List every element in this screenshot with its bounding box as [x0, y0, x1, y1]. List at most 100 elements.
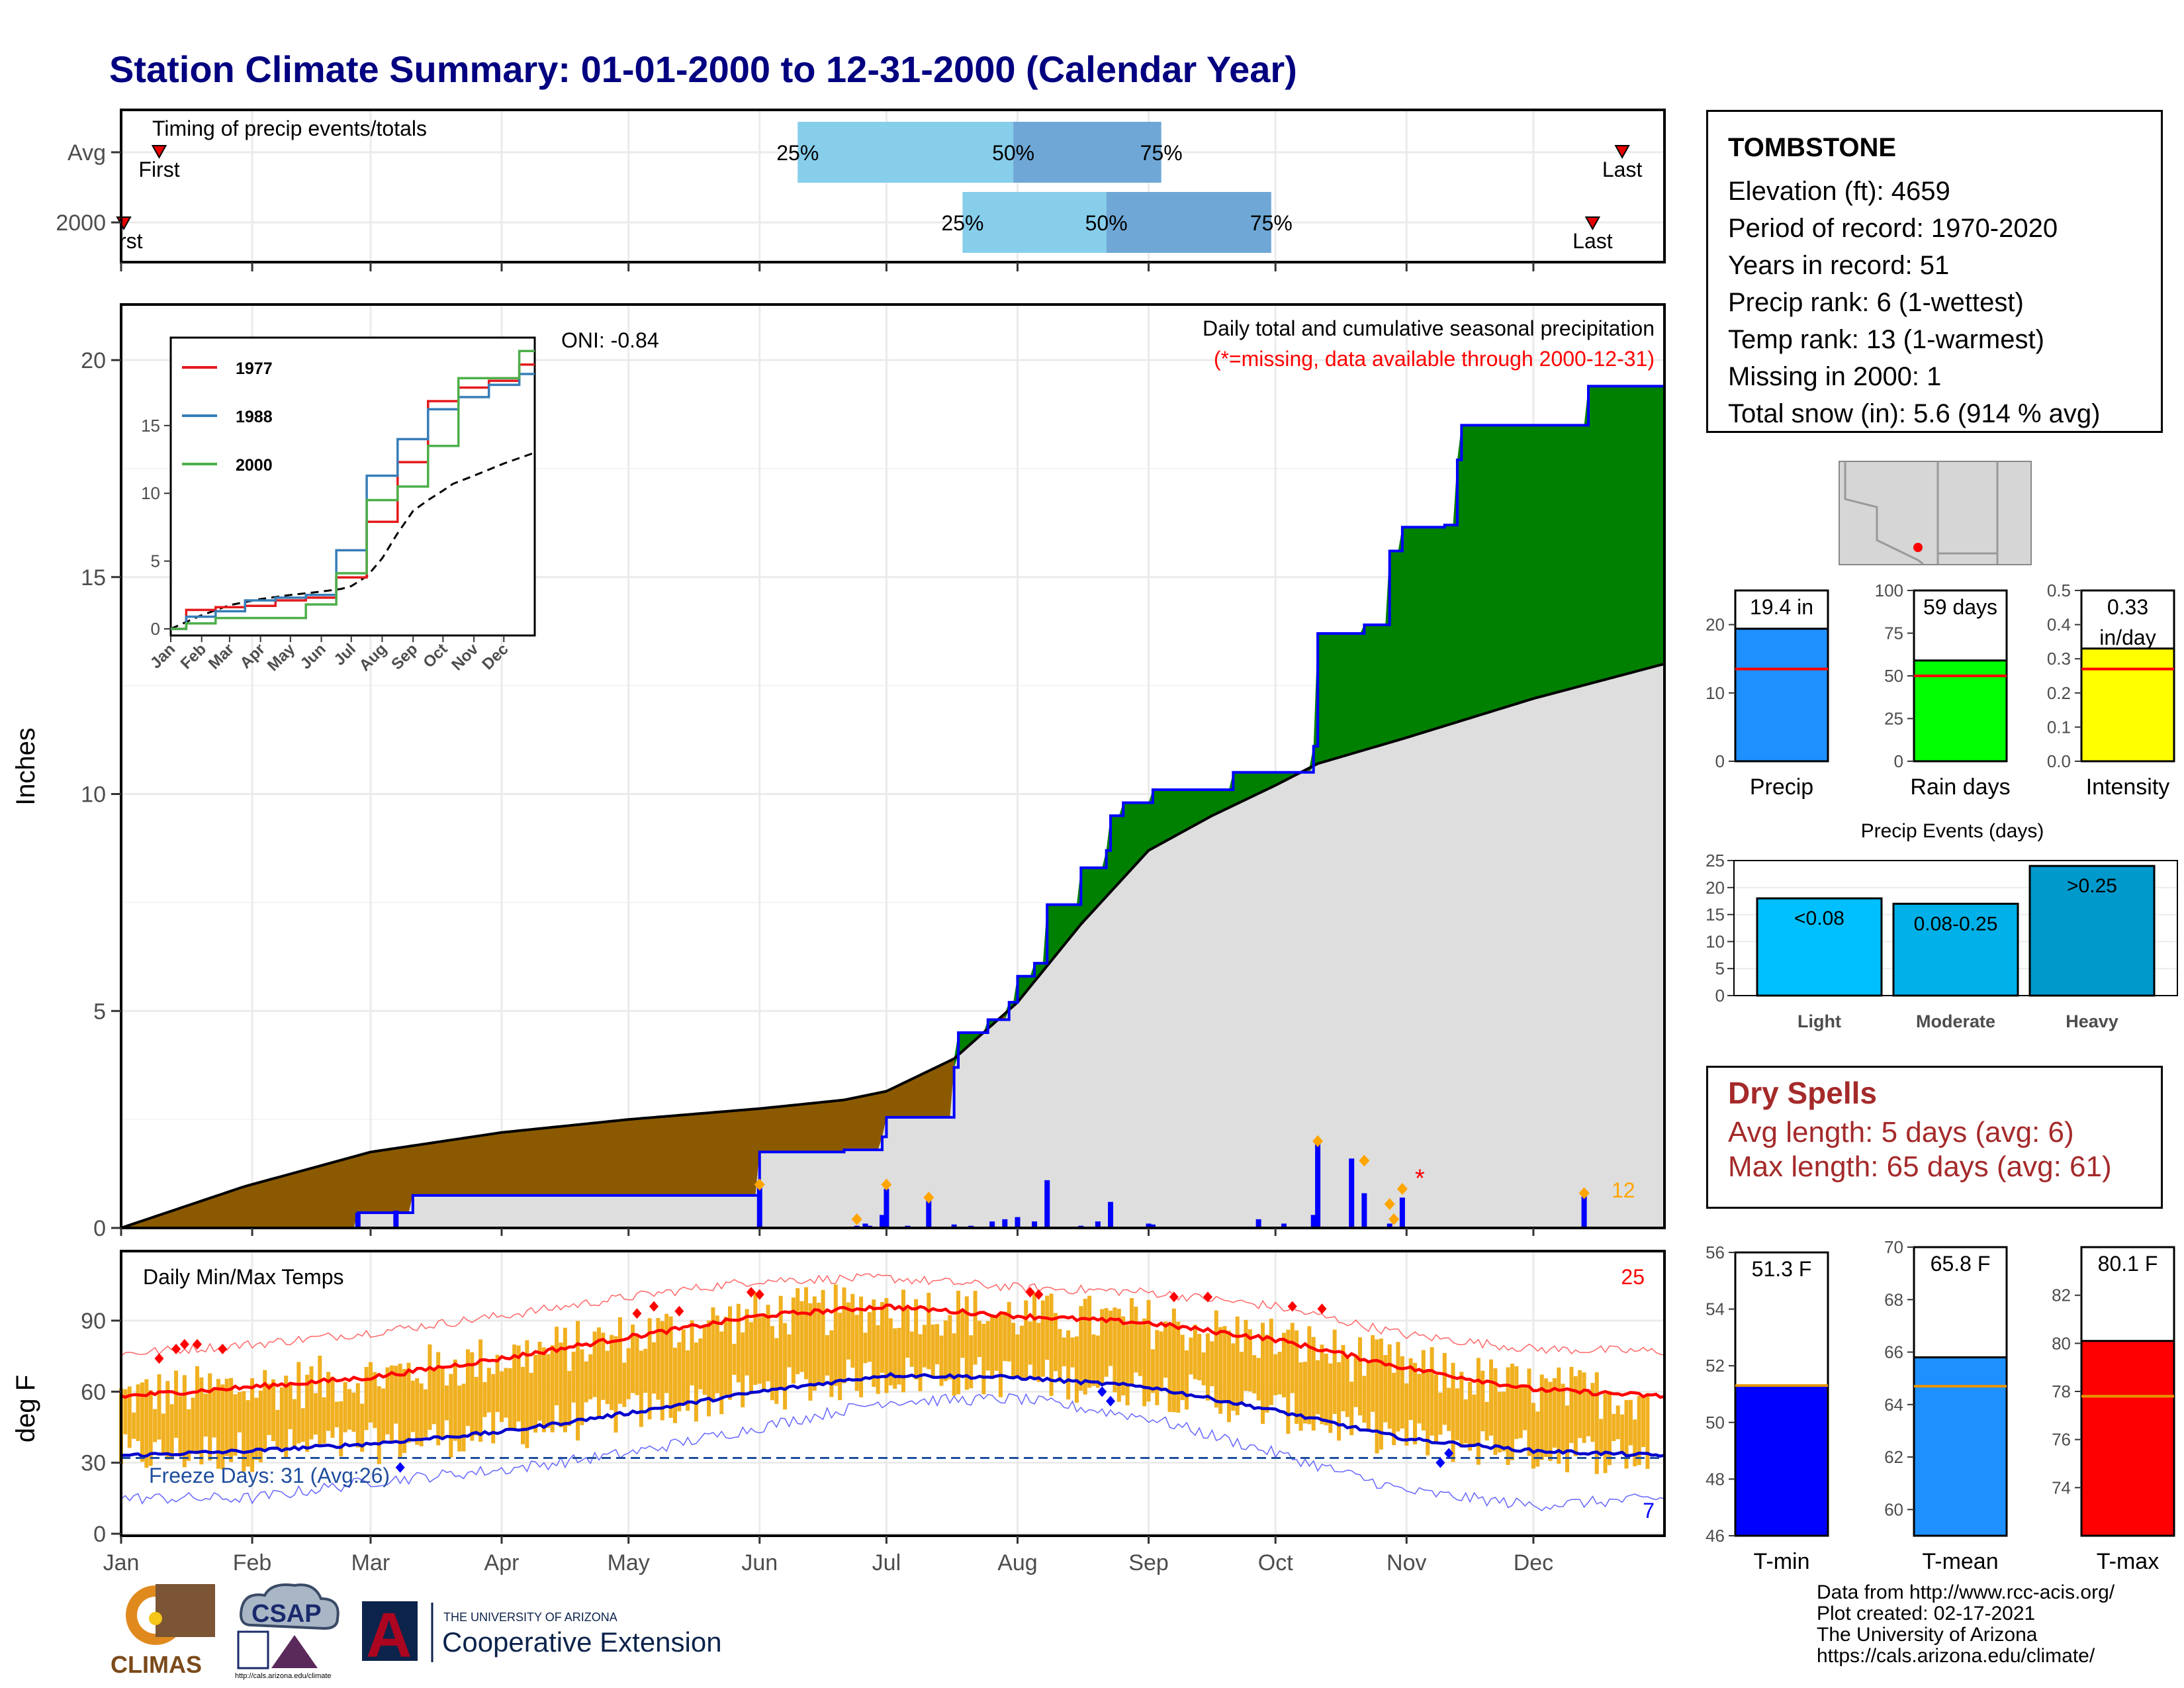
inset-series-line [171, 363, 535, 630]
daily-temp-bar [952, 1333, 956, 1396]
tmean-summary-bar [1913, 1356, 2008, 1537]
daily-temp-bar [863, 1333, 868, 1364]
daily-temp-bar [402, 1368, 407, 1453]
daily-temp-bar [541, 1347, 546, 1432]
events-category-label: Heavy [2066, 1011, 2118, 1031]
daily-temp-bar [990, 1314, 995, 1380]
precip-summary-value-label: 19.4 in [1750, 595, 1813, 619]
daily-temp-bar [1362, 1376, 1367, 1423]
daily-precip-bar [1002, 1219, 1008, 1228]
daily-temp-bar [482, 1382, 487, 1417]
daily-temp-bar [368, 1362, 373, 1423]
daily-temp-bar [1510, 1364, 1514, 1460]
daily-temp-bar [1155, 1330, 1160, 1405]
daily-temp-bar [1472, 1394, 1477, 1444]
heavy-precip-marker [881, 1178, 892, 1191]
station-name: TOMBSTONE [1728, 133, 1897, 162]
daily-temp-bar [1121, 1316, 1126, 1395]
events-bar-label: <0.08 [1794, 908, 1844, 929]
intensity-summary-tick-label: 0.0 [2047, 751, 2071, 771]
daily-temp-bar [182, 1375, 187, 1468]
daily-temp-bar [778, 1295, 783, 1389]
daily-temp-bar [571, 1351, 576, 1403]
daily-temp-bar [132, 1412, 136, 1439]
daily-temp-bar [1489, 1359, 1494, 1436]
ua-logo-letter: A [366, 1600, 412, 1671]
daily-temp-bar [161, 1413, 165, 1456]
daily-temp-bar [601, 1333, 606, 1400]
daily-temp-bar [275, 1409, 280, 1447]
daily-temp-bar [854, 1315, 859, 1391]
daily-temp-bar [1451, 1362, 1455, 1462]
daily-temp-bar [165, 1381, 170, 1460]
daily-precip-bar [1255, 1219, 1261, 1228]
month-tick-label: Feb [233, 1550, 272, 1575]
daily-temp-bar [1341, 1344, 1345, 1411]
record-high-marker [632, 1308, 642, 1319]
daily-temp-bar [1523, 1385, 1527, 1430]
tmax-summary-axis-label: T-max [2097, 1549, 2159, 1574]
month-tick-label: Aug [997, 1550, 1038, 1575]
timing-pct-label: 75% [1250, 211, 1293, 235]
daily-temp-bar [478, 1339, 483, 1442]
ua-small-text: THE UNIVERSITY OF ARIZONA [443, 1611, 617, 1624]
month-tick-label: Jun [741, 1550, 778, 1575]
tmean-summary-value-label: 65.8 F [1931, 1252, 1991, 1276]
daily-temp-bar [288, 1384, 293, 1430]
daily-temp-bar [457, 1385, 462, 1452]
daily-temp-bar [1565, 1405, 1570, 1473]
daily-temp-bar [1641, 1395, 1646, 1448]
tmean-summary-tick-label: 60 [1884, 1499, 1903, 1519]
precip-average-cumulative-line [120, 662, 1665, 1229]
daily-temp-bar [948, 1315, 952, 1380]
daily-temp-bar [1295, 1330, 1299, 1425]
temperature-summary-bars: 51.3 F 46 48 50 52 54 56 T-min 65.8 F 60 62 64 66 68 7… [1706, 1237, 2175, 1574]
record-low-count: 7 [1643, 1499, 1655, 1523]
daily-temp-bar [576, 1321, 580, 1441]
daily-precip-bar [1310, 1215, 1316, 1228]
precip-surplus-area [1309, 386, 1664, 773]
daily-temp-bar [690, 1320, 694, 1385]
daily-temp-bar [745, 1309, 749, 1376]
daily-temp-bar [1222, 1326, 1227, 1402]
daily-temp-bar [631, 1324, 635, 1393]
daily-temp-bar [1539, 1374, 1544, 1460]
daily-temp-bar [783, 1323, 788, 1410]
record-high-marker [154, 1353, 164, 1364]
last-marker-avg [1614, 145, 1630, 160]
daily-temp-bar [1484, 1401, 1489, 1441]
timing-pct-label: 25% [941, 211, 983, 235]
timing-bar-lower [797, 122, 1014, 183]
daily-temp-bar [1100, 1309, 1105, 1385]
timing-header: Timing of precip events/totals [152, 117, 427, 140]
daily-temp-bar [1400, 1356, 1404, 1429]
events-category-label: Light [1797, 1011, 1841, 1031]
daily-temp-bar [334, 1401, 339, 1428]
daily-temp-bar [444, 1385, 449, 1421]
average-min-line [120, 1372, 1665, 1458]
daily-temp-bar [1109, 1310, 1113, 1366]
daily-temp-bar [216, 1379, 220, 1469]
daily-temp-bar [313, 1393, 318, 1435]
temp-y-axis-label: deg F [11, 1375, 40, 1442]
daily-temp-bar [605, 1350, 610, 1405]
daily-temp-bar [584, 1361, 588, 1403]
daily-temp-bar [1645, 1393, 1650, 1469]
temp-y-tick-label: 90 [81, 1309, 106, 1334]
daily-temp-bar [588, 1354, 593, 1399]
tmin-summary-tick-label: 56 [1706, 1243, 1725, 1262]
daily-temp-bar [1007, 1301, 1011, 1362]
record-min-line [120, 1393, 1665, 1511]
record-low-marker [1444, 1448, 1454, 1459]
first-label-avg: First [138, 158, 179, 181]
daily-temp-bar [1261, 1323, 1265, 1425]
daily-temp-bar [922, 1325, 927, 1368]
daily-precip-bar [1349, 1158, 1355, 1228]
events-category-label: Moderate [1916, 1011, 1995, 1031]
events-tick-label: 25 [1706, 851, 1725, 870]
daily-temp-bar [191, 1397, 195, 1453]
daily-temp-bar [491, 1374, 496, 1444]
daily-temp-bar [1189, 1337, 1193, 1375]
daily-temp-bar [470, 1352, 475, 1441]
daily-temp-bar [1104, 1308, 1109, 1377]
